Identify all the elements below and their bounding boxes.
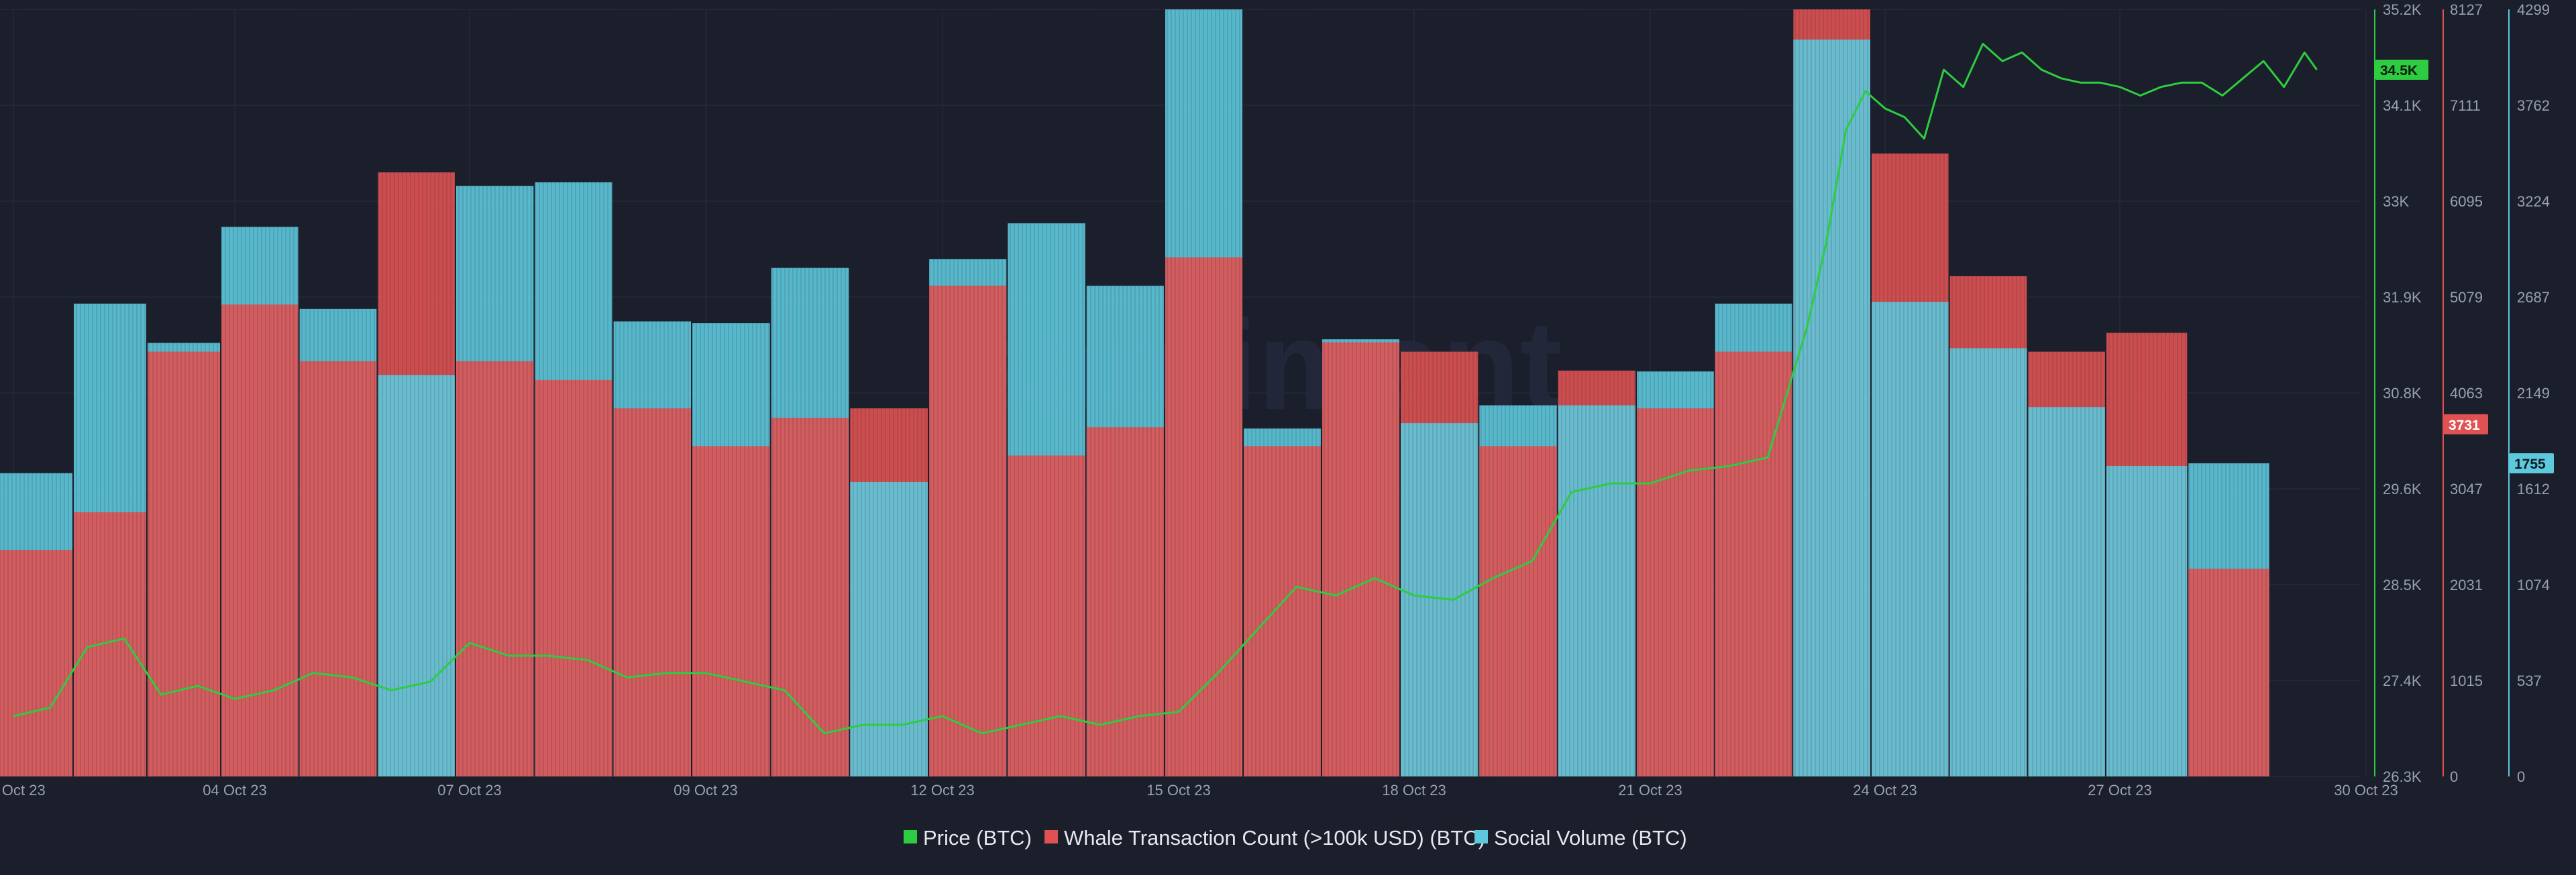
price-line[interactable] <box>13 42 2318 735</box>
whale-axis-tick: 4063 <box>2450 385 2483 402</box>
social-axis-tick: 4299 <box>2517 1 2550 18</box>
social-volume-bar[interactable] <box>1558 405 1635 776</box>
tick-labels-layer: 26.3K 27.4K 28.5K 29.6K 30.8K 31.9K 33K 34.1K 35… <box>0 1 2554 799</box>
x-axis-tick: 18 Oct 23 <box>1382 782 1446 799</box>
whale-axis-tick: 7111 <box>2450 97 2481 114</box>
whale-axis-tick: 3047 <box>2450 481 2483 498</box>
price-line-layer <box>13 42 2318 735</box>
whale-bar[interactable] <box>1008 455 1085 776</box>
price-axis-tick: 26.3K <box>2383 768 2422 785</box>
social-axis-tick: 1612 <box>2517 481 2550 498</box>
whale-bar[interactable] <box>299 361 377 776</box>
social-volume-bar[interactable] <box>378 375 455 776</box>
whale-bar[interactable] <box>148 351 220 776</box>
x-axis-tick: 21 Oct 23 <box>1618 782 1682 799</box>
social-volume-bar[interactable] <box>1401 423 1479 776</box>
whale-bar[interactable] <box>221 304 299 777</box>
whale-bar[interactable] <box>1322 342 1399 777</box>
x-axis-tick: 30 Oct 23 <box>2334 782 2398 799</box>
whale-bar[interactable] <box>456 361 534 776</box>
x-axis-tick: 04 Oct 23 <box>203 782 266 799</box>
x-axis-tick: 24 Oct 23 <box>1853 782 1917 799</box>
social-axis-tick: 3224 <box>2517 193 2550 210</box>
social-axis-tick: 2687 <box>2517 289 2550 306</box>
price-legend-swatch <box>904 830 917 843</box>
social-axis-tick: 537 <box>2517 673 2542 689</box>
bars-layer <box>0 9 2339 777</box>
social-volume-bar[interactable] <box>2106 465 2188 776</box>
x-axis-tick: 27 Oct 23 <box>2088 782 2151 799</box>
whale-bar[interactable] <box>0 550 72 776</box>
price-axis-tick: 33K <box>2383 193 2409 210</box>
social-volume-bar[interactable] <box>2028 407 2105 776</box>
whale-axis-tick: 5079 <box>2450 289 2483 306</box>
social-axis-tick: 0 <box>2517 768 2525 785</box>
price-axis-tick: 28.5K <box>2383 577 2422 593</box>
price-axis-tick: 34.1K <box>2383 97 2422 114</box>
whale-axis-tick: 6095 <box>2450 193 2483 210</box>
social-axis-tick: 2149 <box>2517 385 2550 402</box>
social-axis-tick: 1074 <box>2517 577 2550 593</box>
price-axis-tick: 35.2K <box>2383 1 2422 18</box>
social-axis-tick: 3762 <box>2517 97 2550 114</box>
social-volume-bar[interactable] <box>1949 348 2027 776</box>
whale-bar[interactable] <box>1244 446 1321 776</box>
price-last-value-badge: 34.5K <box>2380 63 2418 78</box>
x-axis-tick: 01 Oct 23 <box>0 782 46 799</box>
price-axis-tick: 27.4K <box>2383 673 2422 689</box>
whale-axis-tick: 1015 <box>2450 673 2483 689</box>
price-legend-label[interactable]: Price (BTC) <box>923 826 1032 850</box>
price-axis-tick: 30.8K <box>2383 385 2422 402</box>
axes-layer <box>2374 9 2510 776</box>
whale-legend-label[interactable]: Whale Transaction Count (>100k USD) (BTC… <box>1064 826 1485 850</box>
social-last-value-badge: 1755 <box>2514 457 2546 472</box>
whale-axis-tick: 8127 <box>2450 1 2483 18</box>
price-axis-tick: 29.6K <box>2383 481 2422 498</box>
x-axis-tick: 15 Oct 23 <box>1146 782 1210 799</box>
whale-bar[interactable] <box>74 512 146 776</box>
x-axis-tick: 07 Oct 23 <box>437 782 501 799</box>
social-legend-swatch <box>1474 830 1488 843</box>
x-axis-tick: 09 Oct 23 <box>674 782 737 799</box>
social-volume-bar[interactable] <box>1872 302 1949 776</box>
social-last-value-badge-bg <box>2510 453 2554 473</box>
whale-bar[interactable] <box>1165 257 1242 776</box>
social-volume-bar[interactable] <box>1793 39 1870 777</box>
whale-last-value-badge-bg <box>2444 414 2488 434</box>
whale-bar[interactable] <box>929 286 1007 777</box>
price-last-value-badge-bg <box>2375 59 2428 80</box>
whale-bar[interactable] <box>613 408 691 776</box>
whale-legend-swatch <box>1044 830 1058 843</box>
social-legend-label[interactable]: Social Volume (BTC) <box>1494 826 1687 850</box>
whale-bar[interactable] <box>2188 569 2269 776</box>
whale-bar[interactable] <box>1637 408 1714 776</box>
social-volume-bar[interactable] <box>850 481 928 776</box>
whale-bar[interactable] <box>1479 446 1557 776</box>
whale-axis-tick: 0 <box>2450 768 2458 785</box>
whale-last-value-badge: 3731 <box>2449 418 2480 433</box>
whale-bar[interactable] <box>535 380 612 776</box>
legend: Price (BTC) Whale Transaction Count (>10… <box>904 826 1687 850</box>
whale-axis-tick: 2031 <box>2450 577 2483 593</box>
whale-bar[interactable] <box>692 446 770 776</box>
x-axis-tick: 12 Oct 23 <box>910 782 974 799</box>
price-axis-tick: 31.9K <box>2383 289 2422 306</box>
